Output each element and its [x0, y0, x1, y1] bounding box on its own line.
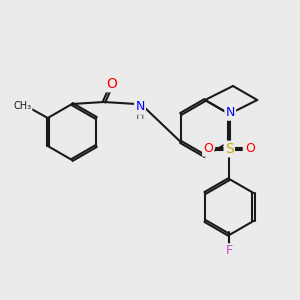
Text: S: S	[225, 142, 234, 156]
Text: O: O	[203, 142, 213, 155]
Text: O: O	[245, 142, 255, 155]
Text: CH₃: CH₃	[14, 101, 32, 111]
Text: H: H	[136, 111, 144, 121]
Text: N: N	[226, 106, 235, 119]
Text: O: O	[106, 77, 117, 91]
Text: N: N	[135, 100, 145, 113]
Text: F: F	[226, 244, 233, 257]
